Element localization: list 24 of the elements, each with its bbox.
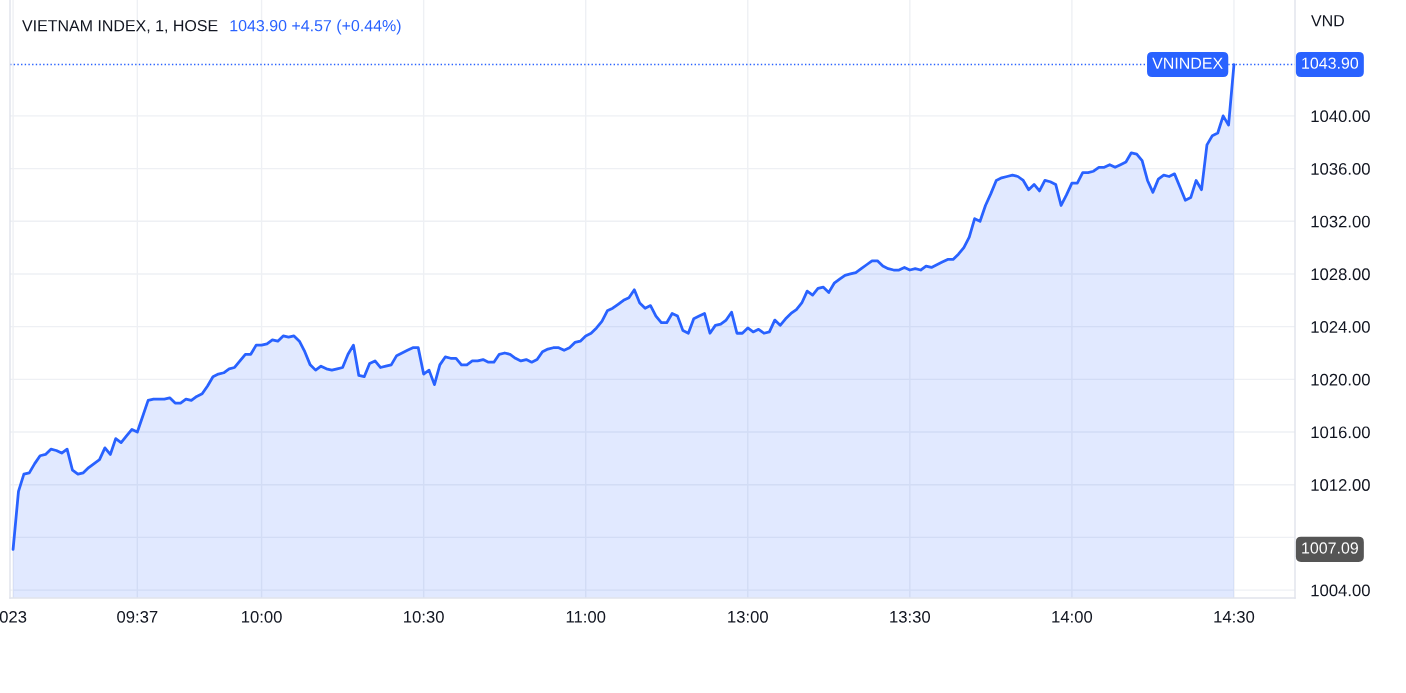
- y-tick-label: 1040.00: [1311, 110, 1370, 123]
- y-tick-label: 1024.00: [1311, 321, 1370, 333]
- y-axis-title: VND: [1311, 15, 1344, 27]
- text: VIETNAM INDEX, 1, HOSE: [22, 19, 218, 34]
- y-tick-label: 1028.00: [1311, 268, 1370, 281]
- x-tick-label: 023: [0, 610, 27, 623]
- y-tick-label: 1020.00: [1311, 373, 1370, 386]
- ref-line-label: 1043.90: [1302, 57, 1359, 69]
- y-tick-label: 1032.00: [1311, 215, 1370, 228]
- x-tick-label: 14:00: [1052, 610, 1093, 623]
- x-tick-label: 10:00: [242, 610, 282, 623]
- x-tick-label: 13:00: [728, 610, 768, 623]
- y-tick-label: 1036.00: [1311, 163, 1370, 175]
- y-tick-label: 1016.00: [1311, 426, 1370, 439]
- series-label: VNINDEX: [1152, 57, 1223, 69]
- x-tick-label: 11:00: [566, 610, 606, 623]
- x-tick-label: 09:37: [117, 610, 158, 623]
- x-tick-label: 14:30: [1214, 610, 1255, 623]
- y-tick-label: 1012.00: [1311, 479, 1370, 491]
- text: 1007.09: [1302, 542, 1358, 554]
- x-tick-label: 10:30: [404, 610, 444, 623]
- x-tick-label: 13:30: [890, 610, 931, 623]
- text: 1043.90 +4.57 (+0.44%): [230, 19, 401, 35]
- y-tick-label: 1004.00: [1311, 584, 1370, 597]
